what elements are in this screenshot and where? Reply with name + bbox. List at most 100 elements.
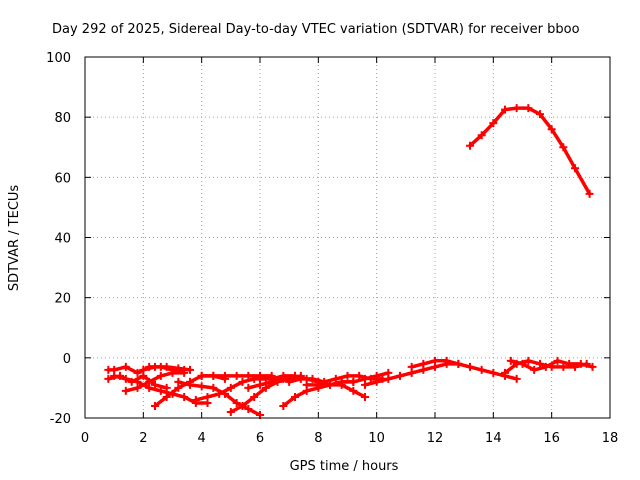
x-tick-label: 2 [139,431,147,446]
data-point [226,407,235,416]
data-point [151,362,159,371]
data-point [489,119,498,128]
x-tick-label: 10 [368,431,385,446]
x-tick-label: 4 [198,431,206,446]
y-axis-title: SDTVAR / TECUs [7,185,22,292]
data-point [530,365,539,374]
x-axis-ticks: 0 2 4 6 8 10 12 14 16 18 [81,57,618,446]
series-trace-18 [407,356,463,371]
data-point [547,125,556,134]
data-point [121,386,130,395]
data-point [156,386,165,395]
x-tick-label: 12 [427,431,444,446]
data-point [361,380,369,389]
data-point [121,374,130,383]
y-tick-label: -20 [50,412,71,427]
data-point [541,362,550,371]
data-point [337,377,346,386]
data-point [396,371,404,380]
y-tick-label: 80 [54,111,71,126]
data-point [139,365,148,374]
x-tick-label: 16 [543,431,560,446]
y-tick-label: 0 [63,352,71,367]
data-point [588,362,597,371]
data-point [279,401,288,410]
data-point [384,374,393,383]
data-point [477,365,486,374]
series-trace-7 [139,362,194,374]
data-point [238,401,247,410]
data-point [244,371,253,380]
data-point [174,377,183,386]
data-point [489,368,498,377]
series-line [468,106,592,196]
data-point [197,371,206,380]
data-point [291,371,299,380]
series-trace-1 [466,104,594,198]
x-tick-label: 18 [602,431,619,446]
series-trace-20 [506,356,597,374]
data-point [151,380,159,389]
data-point [571,164,579,173]
data-point [256,374,264,383]
data-point [536,110,544,119]
data-point [291,392,299,401]
data-point [419,359,428,368]
data-point [162,392,171,401]
data-point [524,356,533,365]
data-point [518,359,527,368]
data-point [349,386,358,395]
series-trace-17 [361,359,521,389]
x-tick-label: 8 [314,431,322,446]
y-tick-label: 20 [54,292,71,307]
data-point [308,374,317,383]
data-point [232,398,241,407]
data-point [477,131,486,140]
data-point [512,104,521,113]
data-point [221,371,229,380]
x-tick-label: 0 [81,431,89,446]
data-point [524,104,533,113]
data-point [186,380,194,389]
data-point [215,389,224,398]
data-point [501,105,509,114]
data-point [110,371,119,380]
grid [85,57,610,418]
data-point [442,356,451,365]
data-point [506,356,515,365]
data-point [279,371,288,380]
data-point [162,383,171,392]
data-point [576,359,585,368]
data-point [326,380,334,389]
data-point [180,392,189,401]
data-point [121,362,130,371]
data-point [238,377,247,386]
data-point [585,189,594,198]
plot-frame [84,56,611,419]
data-point [197,382,206,391]
y-tick-label: 40 [54,232,71,247]
data-point [361,392,369,401]
data-point [431,356,439,365]
data-point [466,362,474,371]
data-point [232,371,241,380]
data-point [145,377,154,386]
data-point [133,368,142,377]
data-point [553,356,562,365]
data-point [296,374,305,383]
data-point [226,383,235,392]
data-point [104,374,113,383]
data-point [203,392,212,401]
series-traces [104,104,597,419]
data-point [209,383,218,392]
data-point [261,383,270,392]
y-tick-label: 60 [54,171,71,186]
data-point [355,371,364,380]
data-point [454,359,463,368]
data-point [559,143,568,152]
data-point [559,362,568,371]
data-point [536,359,544,368]
data-point [168,368,177,377]
data-point [349,377,358,386]
